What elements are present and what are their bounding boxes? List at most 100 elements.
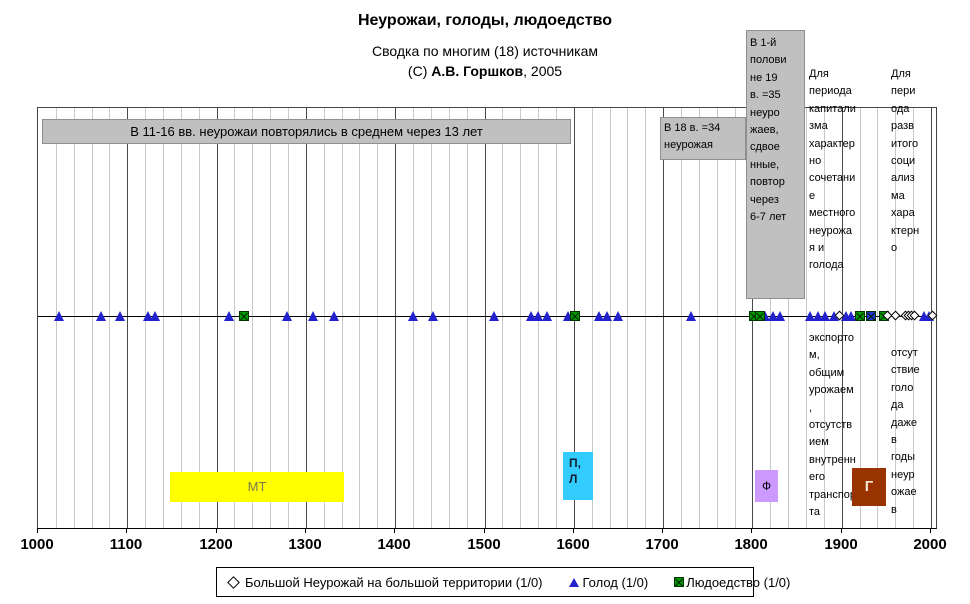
famine-marker xyxy=(533,311,543,321)
cannibalism-marker xyxy=(239,311,249,321)
legend-item-cannibalism: Людоедство (1/0) xyxy=(674,575,790,590)
famine-marker xyxy=(428,311,438,321)
gridline xyxy=(234,108,235,528)
chart-subtitle: Сводка по многим (18) источникам xyxy=(371,43,599,59)
x-axis-tick xyxy=(305,528,306,533)
legend: Большой Неурожай на большой территории (… xyxy=(216,567,790,597)
big-crop-failure-marker xyxy=(890,310,901,321)
cannibalism-marker xyxy=(570,311,580,321)
famine-marker xyxy=(563,311,573,321)
gridline xyxy=(520,108,521,528)
gridline xyxy=(324,108,325,528)
famine-marker xyxy=(760,311,770,321)
gridline xyxy=(556,108,557,528)
open-diamond-icon xyxy=(227,575,240,589)
gridline xyxy=(74,108,75,528)
x-axis-label: 1600 xyxy=(556,536,590,553)
x-axis-tick xyxy=(573,528,574,533)
gridline xyxy=(181,108,182,528)
x-axis-label: 1500 xyxy=(467,536,501,553)
gridline xyxy=(395,108,396,528)
legend-item-crop-failure: Большой Неурожай на большой территории (… xyxy=(227,575,543,590)
annotation-capitalism-top: Для периода капитали зма характер но соч… xyxy=(809,68,856,272)
cannibalism-marker xyxy=(866,311,876,321)
famine-marker xyxy=(829,311,839,321)
x-axis-tick xyxy=(37,528,38,533)
gridline xyxy=(127,108,128,528)
famine-marker xyxy=(775,311,785,321)
legend-label-famine: Голод (1/0) xyxy=(582,574,649,590)
x-axis-tick xyxy=(394,528,395,533)
x-axis-tick xyxy=(751,528,752,533)
gridline xyxy=(877,108,878,528)
famine-marker xyxy=(820,311,830,321)
cannibalism-marker xyxy=(855,311,865,321)
x-axis-label: 1700 xyxy=(645,536,679,553)
g-period-box: Г xyxy=(852,468,886,506)
famine-marker xyxy=(813,311,823,321)
gridline xyxy=(645,108,646,528)
series-line xyxy=(38,316,936,317)
x-axis-tick xyxy=(662,528,663,533)
x-axis-label: 1300 xyxy=(288,536,322,553)
gridline xyxy=(92,108,93,528)
gridline xyxy=(359,108,360,528)
annotation-11-16-centuries: В 11-16 вв. неурожаи повторялись в средн… xyxy=(42,119,571,144)
famine-marker xyxy=(542,311,552,321)
famine-marker xyxy=(143,311,153,321)
gridline xyxy=(502,108,503,528)
copyright-prefix: (С) xyxy=(407,63,432,79)
famine-marker xyxy=(224,311,234,321)
gridline xyxy=(449,108,450,528)
gridline xyxy=(252,108,253,528)
famine-marker xyxy=(96,311,106,321)
gridline xyxy=(485,108,486,528)
legend-label-crop-failure: Большой Неурожай на большой территории (… xyxy=(245,574,543,590)
gridline xyxy=(467,108,468,528)
x-axis-tick xyxy=(930,528,931,533)
x-axis-label: 2000 xyxy=(913,536,947,553)
gridline xyxy=(681,108,682,528)
plot-area xyxy=(37,107,938,529)
gridline xyxy=(627,108,628,528)
famine-marker xyxy=(329,311,339,321)
x-axis-label: 1000 xyxy=(20,536,54,553)
gridline xyxy=(699,108,700,528)
copyright-year: , 2005 xyxy=(523,63,563,79)
x-axis-label: 1800 xyxy=(734,536,768,553)
famine-marker xyxy=(115,311,125,321)
annotation-19th-century: В 1-й полови не 19 в. =35 неуро жаев, сд… xyxy=(746,30,805,299)
gridline xyxy=(217,108,218,528)
famine-marker xyxy=(846,311,856,321)
famine-marker xyxy=(805,311,815,321)
famine-marker xyxy=(408,311,418,321)
f-period-box: Ф xyxy=(755,470,778,502)
x-axis-tick xyxy=(126,528,127,533)
annotation-18th-century: В 18 в. =34 неурожая xyxy=(660,117,746,160)
famine-marker xyxy=(594,311,604,321)
famine-marker xyxy=(308,311,318,321)
pl-period-box: П, Л xyxy=(563,452,593,500)
famine-marker xyxy=(768,311,778,321)
famine-marker xyxy=(526,311,536,321)
x-axis-tick xyxy=(216,528,217,533)
gridline xyxy=(109,108,110,528)
triangle-icon xyxy=(568,577,579,587)
x-axis-label: 1900 xyxy=(824,536,858,553)
x-axis-label: 1100 xyxy=(109,536,143,553)
gridline xyxy=(717,108,718,528)
gridline xyxy=(199,108,200,528)
famine-marker xyxy=(489,311,499,321)
x-axis-tick xyxy=(841,528,842,533)
copyright-author: А.В. Горшков xyxy=(431,63,524,79)
annotation-socialism-top: Для пери ода разв итого соци ализ ма хар… xyxy=(891,68,920,255)
mt-period-box: МТ xyxy=(170,472,344,502)
x-axis-label: 1200 xyxy=(199,536,233,553)
cannibalism-marker xyxy=(755,311,765,321)
annotation-socialism-bottom: отсут ствие голо да даже в годы неур ожа… xyxy=(891,347,920,516)
gridline xyxy=(163,108,164,528)
famine-marker xyxy=(282,311,292,321)
famine-marker xyxy=(613,311,623,321)
gridline xyxy=(342,108,343,528)
